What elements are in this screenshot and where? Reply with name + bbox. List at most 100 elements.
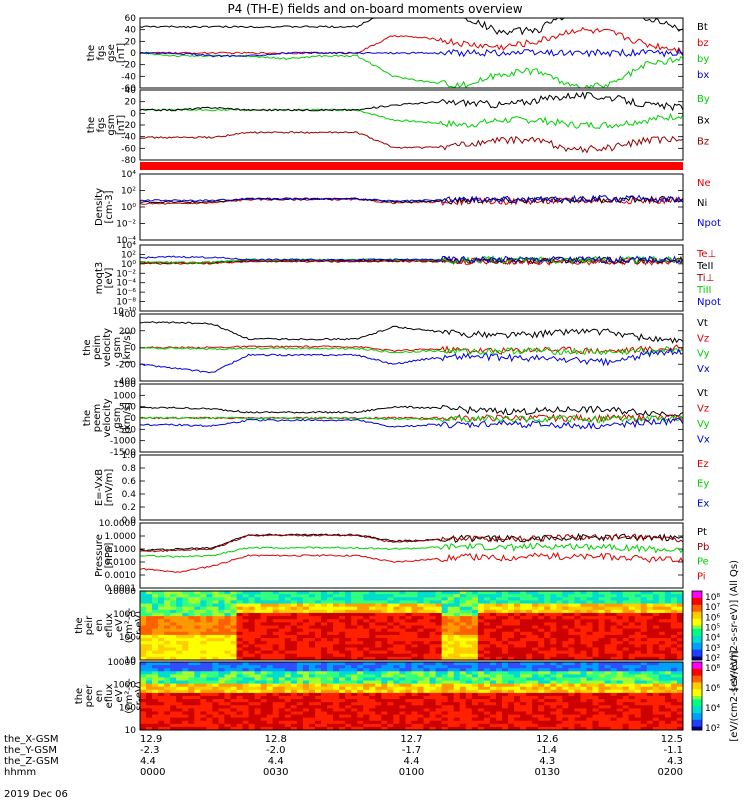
heatmap-cell bbox=[652, 647, 660, 652]
heatmap-cell bbox=[236, 647, 244, 652]
heatmap-cell bbox=[495, 717, 503, 722]
series-Vy bbox=[139, 346, 684, 356]
heatmap-cell bbox=[520, 686, 527, 691]
heatmap-cell bbox=[520, 616, 527, 620]
heatmap-cell bbox=[188, 699, 195, 703]
heatmap-cell bbox=[538, 708, 545, 712]
heatmap-cell bbox=[411, 677, 419, 682]
heatmap-cell bbox=[477, 714, 485, 719]
heatmap-cell bbox=[399, 612, 406, 617]
heatmap-cell bbox=[568, 603, 575, 608]
heatmap-cell bbox=[242, 705, 250, 709]
heatmap-cell bbox=[477, 619, 485, 623]
heatmap-cell bbox=[254, 656, 262, 661]
heatmap-cell bbox=[405, 597, 412, 601]
heatmap-cell bbox=[526, 699, 533, 703]
heatmap-cell bbox=[453, 717, 461, 722]
heatmap-cell bbox=[652, 591, 660, 595]
heatmap-cell bbox=[158, 683, 165, 688]
heatmap-cell bbox=[447, 612, 455, 617]
heatmap-cell bbox=[610, 702, 618, 706]
heatmap-cell bbox=[164, 612, 171, 617]
heatmap-cell bbox=[459, 674, 467, 678]
heatmap-cell bbox=[314, 677, 322, 682]
heatmap-cell bbox=[483, 708, 491, 712]
heatmap-cell bbox=[170, 591, 177, 595]
heatmap-cell bbox=[634, 680, 642, 685]
heatmap-cell bbox=[634, 631, 642, 636]
heatmap-cell bbox=[550, 641, 557, 645]
heatmap-cell bbox=[146, 619, 153, 623]
heatmap-cell bbox=[489, 625, 497, 630]
heatmap-cell bbox=[646, 714, 654, 719]
heatmap-cell bbox=[646, 600, 654, 605]
heatmap-cell bbox=[164, 644, 171, 648]
heatmap-cell bbox=[495, 622, 503, 626]
heatmap-cell bbox=[254, 683, 262, 688]
heatmap-cell bbox=[164, 653, 171, 658]
heatmap-cell bbox=[164, 702, 171, 706]
heatmap-cell bbox=[532, 702, 539, 706]
heatmap-cell bbox=[423, 656, 431, 661]
heatmap-cell bbox=[278, 665, 286, 669]
heatmap-cell bbox=[140, 603, 147, 608]
heatmap-cell bbox=[652, 662, 660, 666]
heatmap-cell bbox=[206, 634, 213, 639]
panel-frame bbox=[139, 17, 684, 89]
heatmap-cell bbox=[206, 606, 213, 611]
heatmap-cell bbox=[520, 591, 527, 595]
heatmap-cell bbox=[616, 606, 624, 611]
heatmap-cell bbox=[260, 686, 268, 691]
heatmap-cell bbox=[616, 711, 624, 716]
heatmap-cell bbox=[502, 612, 509, 617]
heatmap-cell bbox=[556, 606, 563, 611]
heatmap-cell bbox=[514, 591, 521, 595]
heatmap-cell bbox=[664, 717, 672, 722]
heatmap-cell bbox=[538, 711, 545, 716]
heatmap-cell bbox=[495, 641, 503, 645]
heatmap-cell bbox=[676, 726, 684, 731]
heatmap-cell bbox=[441, 726, 449, 731]
heatmap-cell bbox=[429, 686, 437, 691]
heatmap-cell bbox=[176, 647, 183, 652]
heatmap-cell bbox=[429, 638, 437, 642]
heatmap-cell bbox=[568, 619, 575, 623]
heatmap-cell bbox=[520, 638, 527, 642]
heatmap-cell bbox=[495, 711, 503, 716]
heatmap-cell bbox=[278, 609, 286, 614]
heatmap-cell bbox=[592, 705, 600, 709]
heatmap-cell bbox=[236, 696, 244, 700]
heatmap-cell bbox=[224, 708, 231, 712]
heatmap-cell bbox=[423, 616, 431, 620]
series-bz bbox=[139, 26, 684, 55]
heatmap-cell bbox=[676, 609, 684, 614]
heatmap-cell bbox=[146, 699, 153, 703]
heatmap-cell bbox=[622, 609, 630, 614]
heatmap-cell bbox=[200, 699, 207, 703]
heatmap-cell bbox=[278, 677, 286, 682]
heatmap-cell bbox=[381, 702, 388, 706]
heatmap-cell bbox=[447, 625, 455, 630]
heatmap-cell bbox=[556, 609, 563, 614]
heatmap-cell bbox=[260, 677, 268, 682]
heatmap-cell bbox=[321, 677, 328, 682]
legend-Vx: Vx bbox=[697, 435, 710, 446]
heatmap-cell bbox=[429, 634, 437, 639]
heatmap-cell bbox=[441, 699, 449, 703]
heatmap-cell bbox=[580, 634, 587, 639]
heatmap-cell bbox=[308, 628, 316, 633]
heatmap-cell bbox=[399, 631, 406, 636]
heatmap-cell bbox=[652, 680, 660, 685]
heatmap-cell bbox=[429, 723, 437, 728]
heatmap-cell bbox=[658, 647, 666, 652]
heatmap-cell bbox=[640, 591, 648, 595]
heatmap-cell bbox=[610, 600, 618, 605]
heatmap-cell bbox=[435, 634, 443, 639]
heatmap-cell bbox=[387, 591, 394, 595]
heatmap-cell bbox=[339, 726, 346, 731]
heatmap-cell bbox=[598, 717, 606, 722]
heatmap-cell bbox=[146, 677, 153, 682]
heatmap-cell bbox=[495, 708, 503, 712]
heatmap-cell bbox=[598, 628, 606, 633]
heatmap-cell bbox=[526, 656, 533, 661]
